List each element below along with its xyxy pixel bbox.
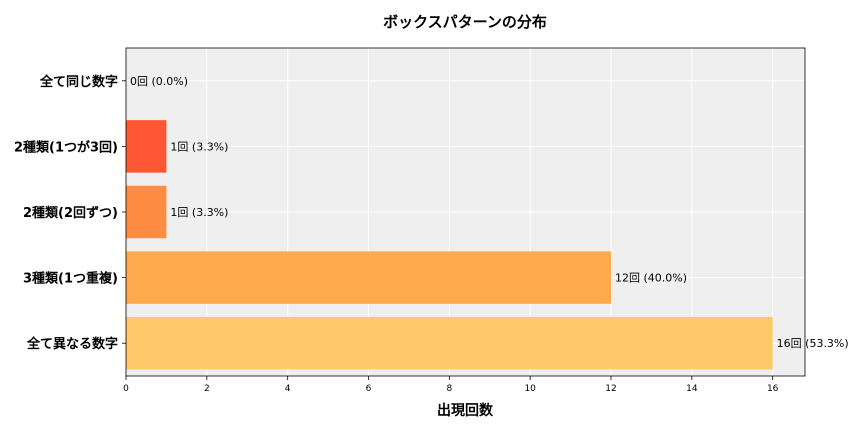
category-label: 全て異なる数字 (26, 336, 118, 352)
data-label: 1回 (3.3%) (170, 140, 228, 153)
chart-title: ボックスパターンの分布 (383, 13, 547, 31)
y-axis-categories: 全て同じ数字 2種類(1つが3回) 2種類(2回ずつ) 3種類(1つ重複) 全て異なる数… (14, 74, 126, 352)
x-tick-label: 8 (446, 384, 452, 394)
x-tick-label: 4 (285, 384, 291, 394)
x-tick-label: 14 (686, 384, 698, 394)
x-tick-label: 6 (366, 384, 372, 394)
data-label: 1回 (3.3%) (170, 206, 228, 219)
category-label: 2種類(1つが3回) (14, 139, 118, 155)
x-tick-label: 12 (605, 384, 616, 394)
x-axis-ticks: 0 2 4 6 8 10 12 14 16 (123, 376, 779, 394)
x-tick-label: 0 (123, 384, 129, 394)
bar (126, 316, 773, 370)
x-tick-label: 16 (767, 384, 779, 394)
category-label: 2種類(2回ずつ) (23, 205, 118, 221)
data-label: 16回 (53.3%) (777, 337, 849, 350)
bars (126, 120, 773, 370)
data-labels: 0回 (0.0%) 1回 (3.3%) 1回 (3.3%) 12回 (40.0%) 16… (130, 75, 849, 350)
bar (126, 251, 611, 304)
category-label: 全て同じ数字 (39, 74, 118, 90)
data-label: 0回 (0.0%) (130, 75, 188, 88)
bar (126, 120, 167, 173)
x-tick-label: 10 (524, 384, 536, 394)
bar (126, 185, 167, 239)
x-tick-label: 2 (204, 384, 210, 394)
category-label: 3種類(1つ重複) (23, 271, 118, 287)
x-axis-label: 出現回数 (437, 402, 494, 419)
data-label: 12回 (40.0%) (615, 272, 687, 285)
